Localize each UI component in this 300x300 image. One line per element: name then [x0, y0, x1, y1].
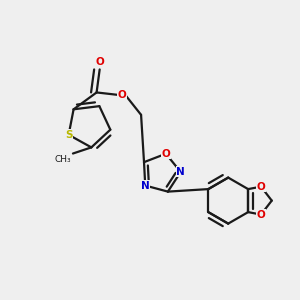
Text: CH₃: CH₃ [55, 155, 71, 164]
Text: O: O [256, 182, 266, 192]
Text: N: N [141, 181, 150, 190]
Text: O: O [256, 210, 266, 220]
Text: N: N [176, 167, 185, 177]
Text: S: S [65, 130, 72, 140]
Text: O: O [118, 90, 126, 100]
Text: O: O [161, 149, 170, 159]
Text: O: O [95, 57, 104, 67]
